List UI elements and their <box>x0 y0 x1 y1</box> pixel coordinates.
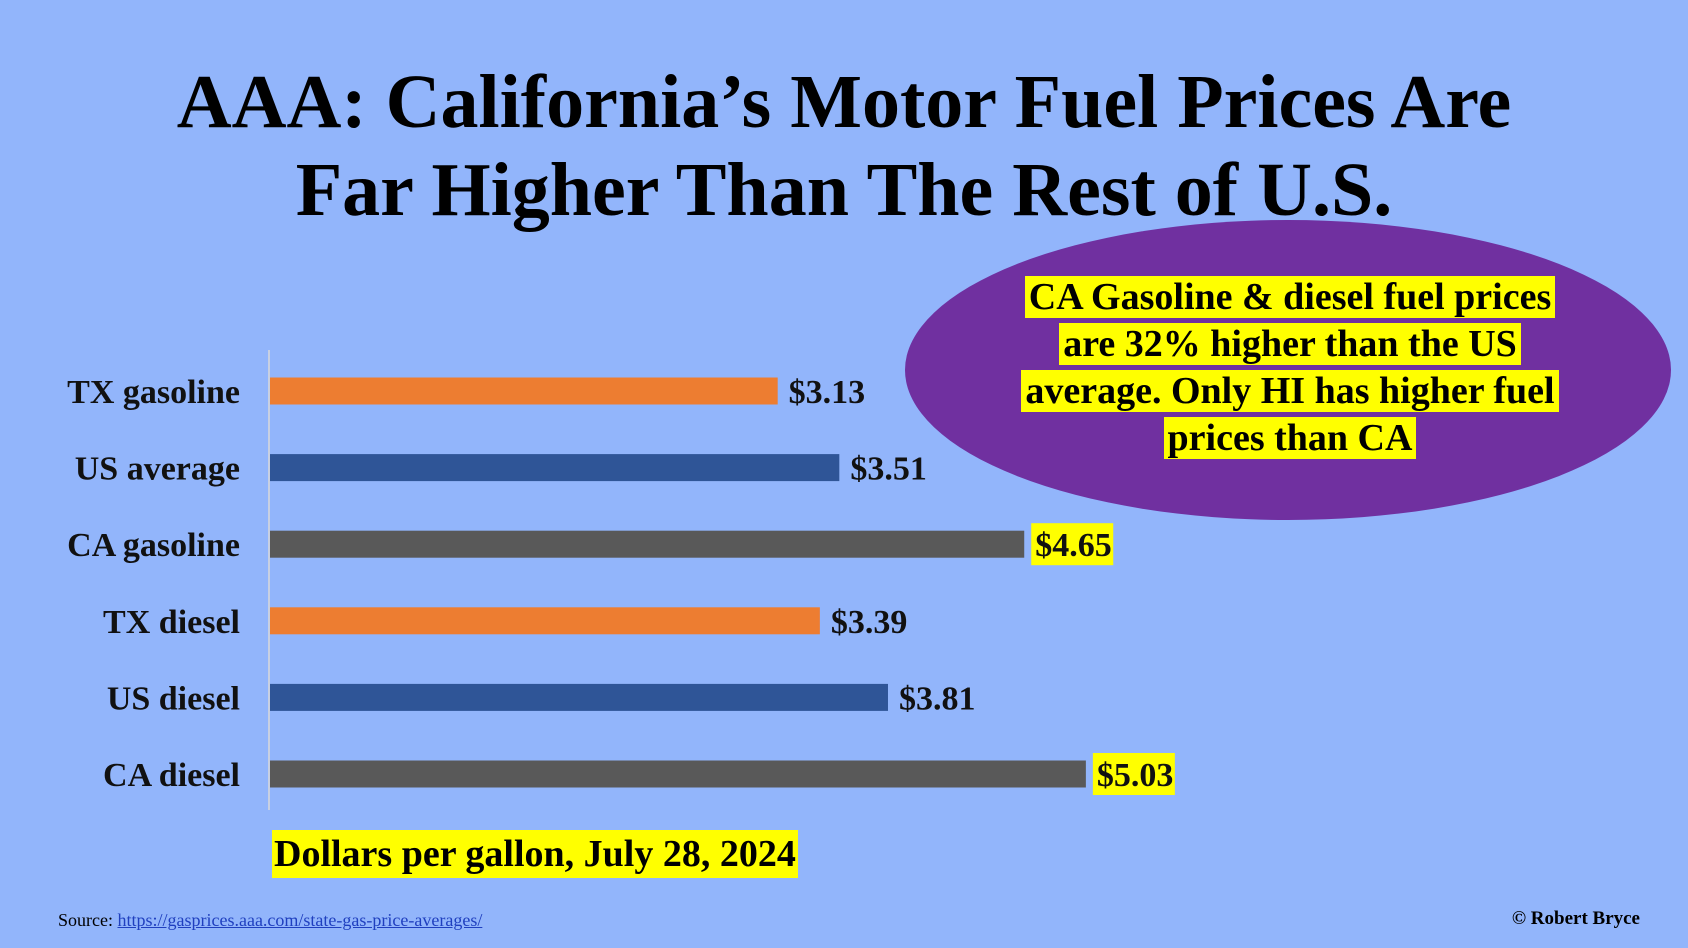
category-label: TX diesel <box>103 604 240 641</box>
x-axis-label: Dollars per gallon, July 28, 2024 <box>272 830 798 878</box>
source-link[interactable]: https://gasprices.aaa.com/state-gas-pric… <box>117 910 483 930</box>
chart-title-line-1: AAA: California’s Motor Fuel Prices Are <box>176 60 1512 144</box>
value-label: $3.13 <box>789 374 866 411</box>
callout-text-highlight: CA Gasoline & diesel fuel prices are 32%… <box>1021 276 1559 459</box>
value-label: $3.39 <box>831 604 908 641</box>
category-label: US average <box>75 451 240 488</box>
value-label-highlight <box>1092 753 1175 795</box>
bar <box>270 683 888 711</box>
value-label: $5.03 <box>1097 757 1174 794</box>
value-label: $3.51 <box>850 451 927 488</box>
category-label: CA diesel <box>103 757 240 794</box>
bar <box>270 760 1086 788</box>
value-label: $4.65 <box>1035 527 1112 564</box>
bar <box>270 454 840 482</box>
chart-title: AAA: California’s Motor Fuel Prices Are … <box>0 58 1688 234</box>
category-label: CA gasoline <box>67 527 240 564</box>
bar <box>270 607 820 635</box>
category-label: TX gasoline <box>67 374 240 411</box>
source-prefix: Source: <box>58 910 118 930</box>
chart-title-line-2: Far Higher Than The Rest of U.S. <box>295 148 1393 232</box>
callout-text: CA Gasoline & diesel fuel prices are 32%… <box>1000 274 1580 462</box>
credit: © Robert Bryce <box>1511 908 1640 929</box>
value-label: $3.81 <box>899 680 976 717</box>
category-label: US diesel <box>107 680 240 717</box>
value-label-highlight <box>1031 523 1114 566</box>
bar <box>270 377 778 405</box>
source-note: Source: https://gasprices.aaa.com/state-… <box>58 910 482 931</box>
bar <box>270 530 1025 558</box>
